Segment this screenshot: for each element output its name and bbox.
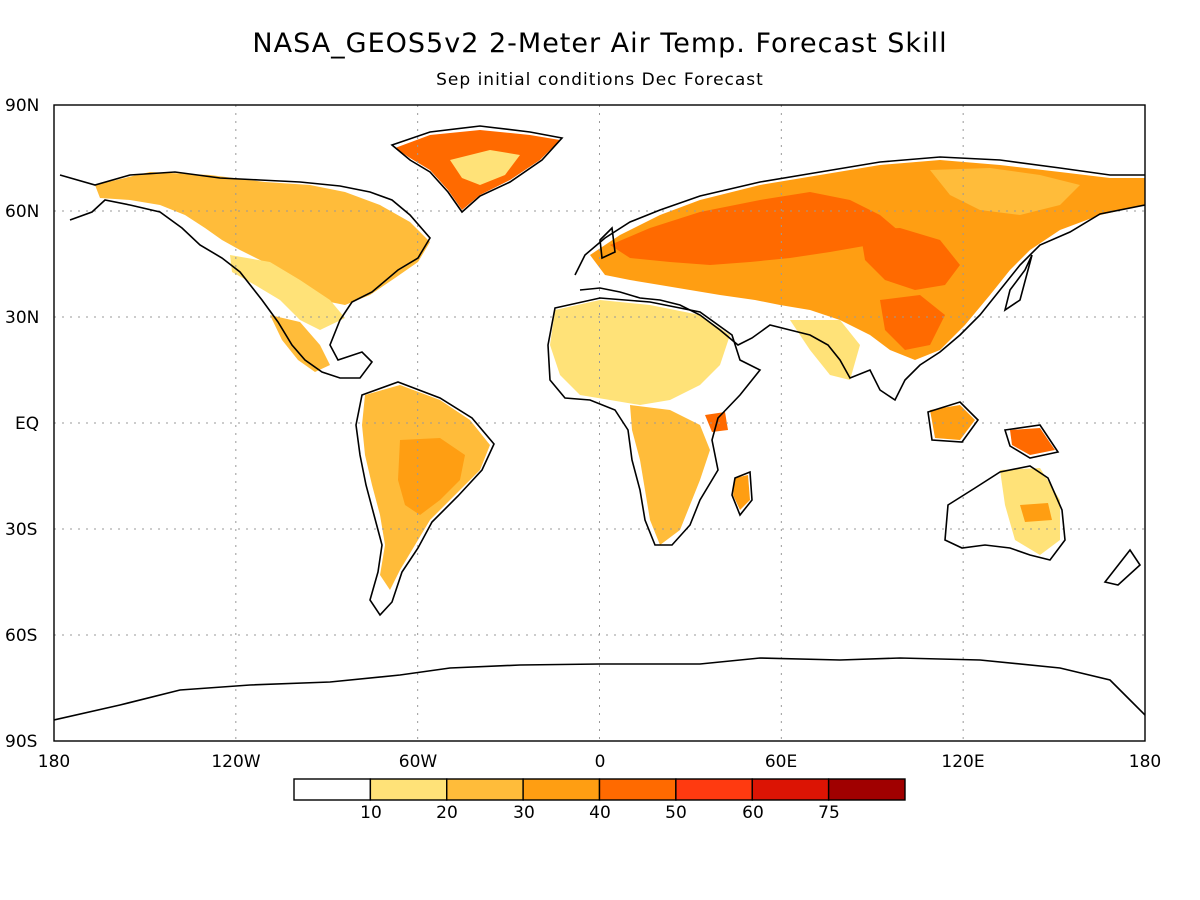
- colorbar-swatch: [827, 778, 906, 801]
- colorbar-swatch: [675, 778, 753, 801]
- lat-label-eq: EQ: [15, 414, 40, 434]
- chart-title: NASA_GEOS5v2 2-Meter Air Temp. Forecast …: [252, 28, 948, 59]
- lat-label-30s: 30S: [5, 520, 38, 540]
- coastline-greenland: [390, 125, 564, 214]
- coastline-antarctica: [54, 657, 1145, 721]
- lon-label-120w: 120W: [211, 752, 261, 772]
- lon-label-60w: 60W: [398, 752, 438, 772]
- skill-region-south-america-core: [398, 438, 465, 515]
- coastline-eurasia: [574, 156, 1145, 402]
- coastline-uk: [599, 226, 616, 260]
- colorbar-label: 30: [513, 803, 535, 823]
- colorbar-label: 50: [665, 803, 687, 823]
- map-gridlines: [54, 105, 1145, 741]
- coastline-south-america: [355, 381, 495, 617]
- chart-subtitle: Sep initial conditions Dec Forecast: [436, 70, 764, 90]
- skill-region-borneo: [930, 405, 975, 440]
- skill-region-greenland-inner: [450, 150, 520, 185]
- colorbar-swatch: [751, 778, 830, 801]
- lon-label-180w: 180: [37, 752, 71, 772]
- colorbar-label: 10: [360, 803, 382, 823]
- skill-region-africa-south: [630, 405, 710, 545]
- lat-label-90n: 90N: [5, 96, 40, 116]
- colorbar-label: 60: [742, 803, 764, 823]
- coastline-africa: [547, 297, 762, 546]
- colorbar-label: 75: [818, 803, 840, 823]
- skill-region-mexico: [270, 315, 330, 372]
- skill-region-africa-north: [550, 300, 730, 405]
- lon-label-60e: 60E: [764, 752, 798, 772]
- lat-label-60s: 60S: [5, 626, 38, 646]
- coastlines: [54, 125, 1145, 721]
- skill-region-north-america: [95, 172, 430, 305]
- skill-region-russia-hot: [610, 192, 900, 265]
- colorbar: [293, 778, 906, 801]
- coastline-new-guinea: [1003, 424, 1060, 459]
- coastline-north-america: [59, 171, 431, 379]
- lon-label-0: 0: [594, 752, 606, 772]
- colorbar-swatch: [369, 778, 448, 801]
- skill-region-new-guinea: [1010, 428, 1055, 455]
- lon-label-120e: 120E: [941, 752, 985, 772]
- coastline-japan: [1003, 254, 1033, 312]
- lat-label-60n: 60N: [5, 202, 40, 222]
- skill-region-china-hot: [880, 295, 945, 350]
- map-frame: [53, 104, 1146, 742]
- coastline-madagascar: [731, 470, 753, 517]
- coastline-new-zealand: [1103, 548, 1142, 586]
- skill-fill-layer: [95, 130, 1145, 590]
- colorbar-label: 40: [589, 803, 611, 823]
- colorbar-swatch: [522, 778, 601, 801]
- colorbar-swatch: [598, 778, 677, 801]
- colorbar-swatch: [446, 778, 524, 801]
- skill-region-madagascar: [733, 475, 750, 510]
- skill-region-central-asia-hot: [860, 228, 960, 290]
- colorbar-label: 20: [436, 803, 458, 823]
- skill-region-siberia-light: [930, 168, 1080, 215]
- colorbar-swatch: [293, 778, 372, 801]
- skill-region-australia-east: [1020, 503, 1052, 522]
- lon-label-180e: 180: [1128, 752, 1162, 772]
- coastline-australia: [944, 465, 1066, 561]
- lat-label-30n: 30N: [5, 308, 40, 328]
- lat-label-90s: 90S: [5, 732, 38, 752]
- coastline-borneo: [927, 401, 980, 443]
- skill-region-north-america-light: [230, 255, 345, 330]
